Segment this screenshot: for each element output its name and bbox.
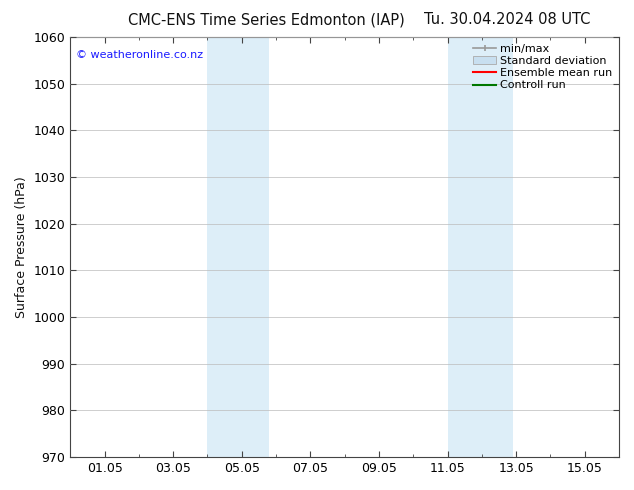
Bar	[207, 37, 269, 457]
Legend: min/max, Standard deviation, Ensemble mean run, Controll run: min/max, Standard deviation, Ensemble me…	[470, 41, 616, 94]
Y-axis label: Surface Pressure (hPa): Surface Pressure (hPa)	[15, 176, 28, 318]
Bar	[448, 37, 513, 457]
Text: CMC-ENS Time Series Edmonton (IAP): CMC-ENS Time Series Edmonton (IAP)	[128, 12, 404, 27]
Text: © weatheronline.co.nz: © weatheronline.co.nz	[76, 50, 203, 60]
Text: Tu. 30.04.2024 08 UTC: Tu. 30.04.2024 08 UTC	[424, 12, 590, 27]
